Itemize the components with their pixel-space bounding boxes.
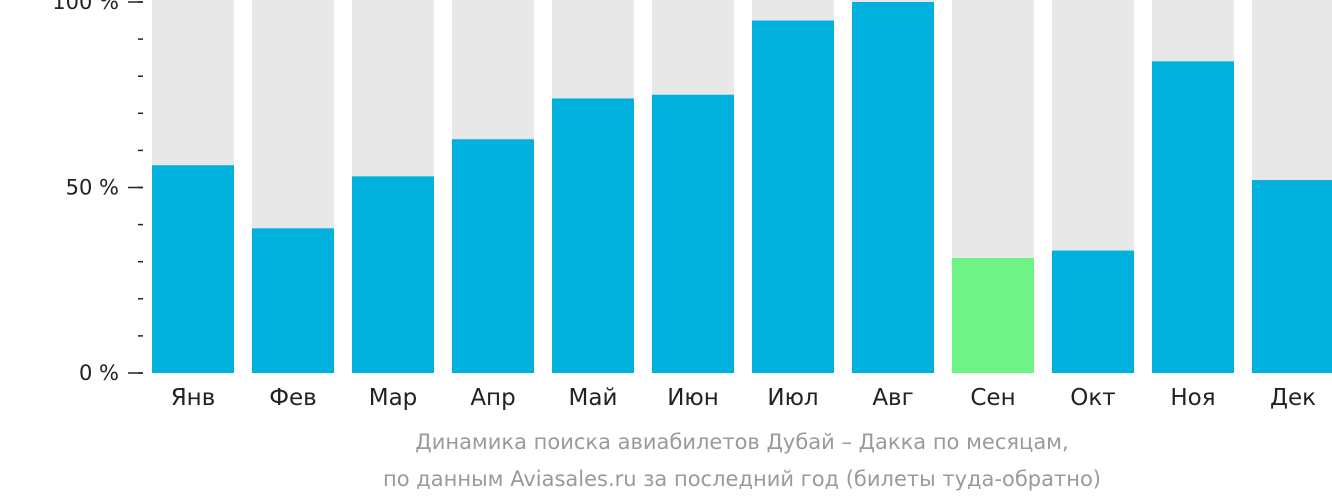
bar: [852, 2, 934, 373]
chart-canvas: 100 % 50 % 0 % Янв Фев Мар Апр Май Июн Июл Авг Сен О…: [52, 0, 1332, 411]
x-tick-label: Июл: [767, 385, 818, 411]
bar: [352, 176, 434, 373]
bar: [952, 257, 1034, 373]
x-tick-label: Авг: [872, 385, 913, 411]
x-tick-label: Дек: [1270, 385, 1316, 411]
y-tick-label: 0 %: [79, 361, 119, 385]
x-tick-label: Июн: [667, 385, 719, 411]
x-tick-label: Сен: [970, 385, 1015, 411]
bar: [152, 165, 234, 373]
x-tick-label: Май: [569, 385, 618, 411]
bar: [1152, 61, 1234, 374]
x-tick-label: Апр: [470, 385, 515, 411]
x-tick-label: Мар: [369, 385, 418, 411]
x-tick-label: Фев: [269, 385, 317, 411]
y-tick-label: 100 %: [52, 0, 119, 14]
x-tick-label: Окт: [1070, 385, 1115, 411]
bar: [452, 139, 534, 373]
bar: [1052, 250, 1134, 373]
chart-caption-line-1: Динамика поиска авиабилетов Дубай – Дакк…: [415, 430, 1069, 454]
x-tick-label: Янв: [171, 385, 216, 411]
bar: [252, 228, 334, 373]
y-tick-label: 50 %: [66, 176, 119, 200]
bar: [752, 20, 834, 374]
bar: [552, 98, 634, 374]
bar: [652, 94, 734, 373]
chart-caption-line-2: по данным Aviasales.ru за последний год …: [383, 467, 1101, 491]
x-tick-label: Ноя: [1170, 385, 1215, 411]
bar: [1252, 180, 1332, 373]
